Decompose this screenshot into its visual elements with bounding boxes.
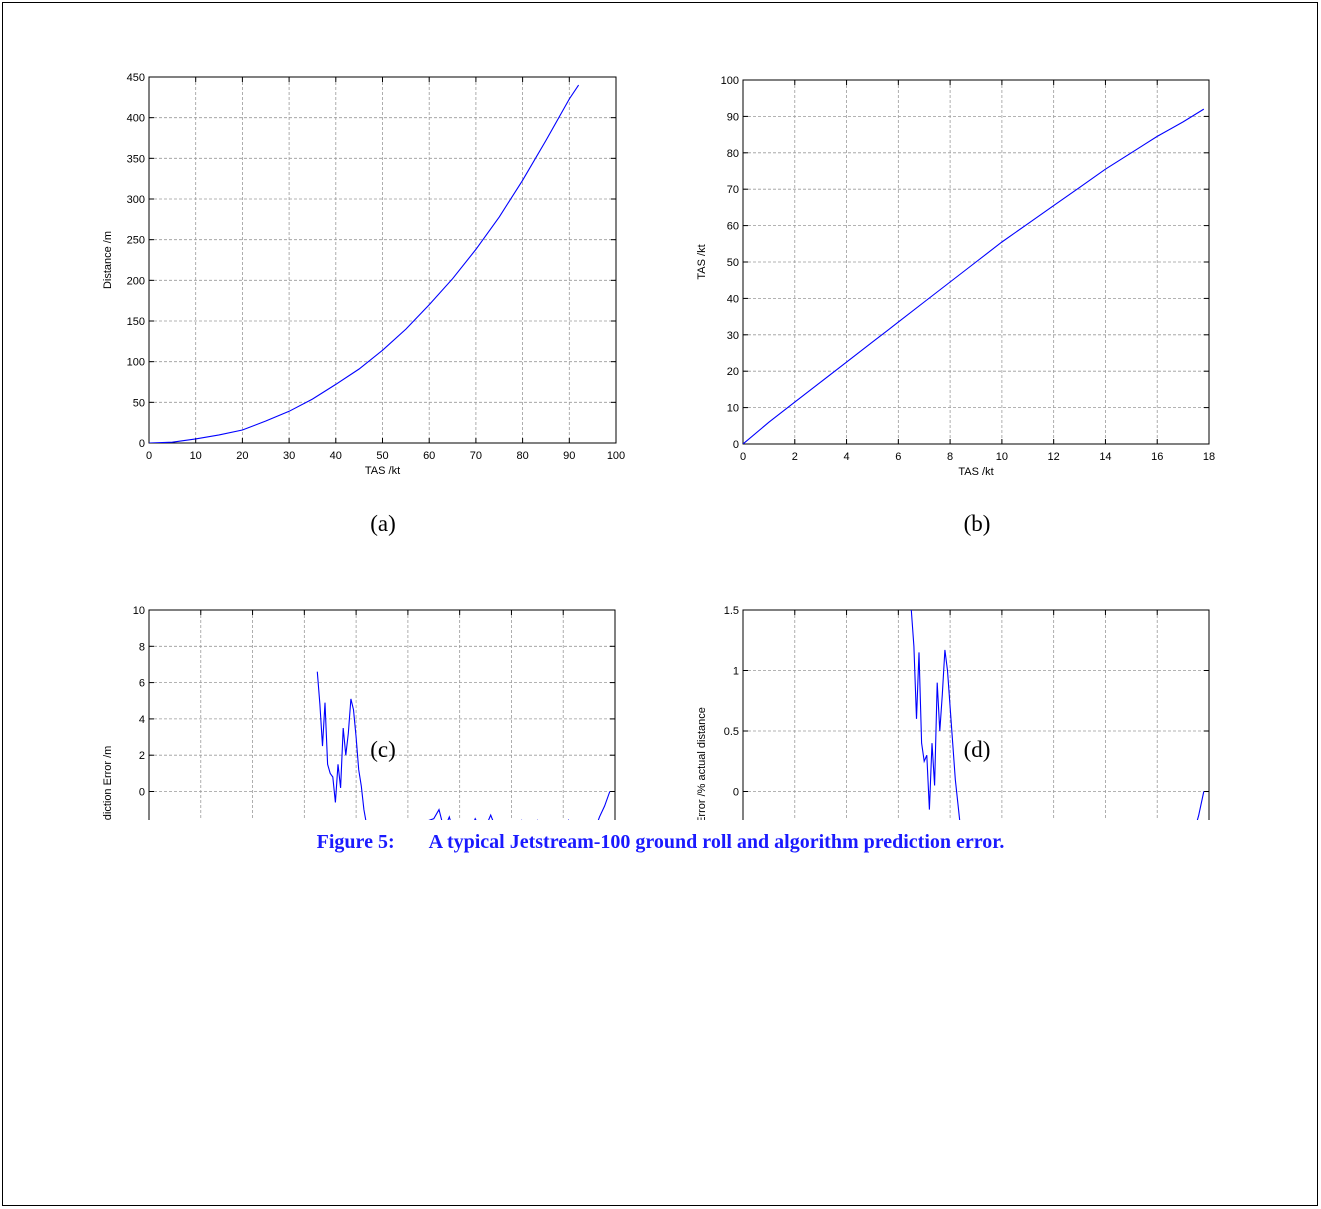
panel-label-d: (d) [963, 737, 991, 762]
y-tick-label-b: 0 [733, 439, 739, 451]
x-tick-label-b: 2 [792, 451, 798, 463]
x-tick-label-b: 10 [996, 451, 1008, 463]
y-tick-label-b: 30 [727, 330, 739, 342]
plot-area-d [742, 609, 1210, 820]
y-axis-label-a: Distance /m [102, 231, 114, 289]
x-tick-label-a: 60 [423, 450, 435, 462]
y-tick-label-b: 10 [727, 403, 739, 415]
y-tick-label-c: 6 [139, 678, 145, 690]
panel-label-a: (a) [370, 511, 396, 536]
y-tick-label-b: 60 [727, 221, 739, 233]
series-line-b [743, 108, 1205, 444]
y-tick-label-a: 400 [127, 113, 145, 125]
y-tick-label-d: 1 [733, 666, 739, 678]
series-line-c [316, 671, 611, 820]
x-tick-label-a: 0 [146, 450, 152, 462]
y-tick-label-d: 0.5 [724, 726, 739, 738]
caption-number: Figure 5: [316, 831, 395, 853]
y-tick-label-b: 50 [727, 257, 739, 269]
y-tick-label-a: 350 [127, 153, 145, 165]
y-tick-label-c: 8 [139, 641, 145, 653]
y-tick-label-b: 70 [727, 184, 739, 196]
plot-area-c [148, 609, 616, 820]
series-line-d [910, 610, 1205, 820]
x-tick-label-a: 100 [607, 450, 625, 462]
x-tick-label-b: 18 [1203, 451, 1215, 463]
x-axis-label-a: TAS /kt [365, 465, 400, 477]
x-tick-label-b: 6 [895, 451, 901, 463]
figure-plots: 0 10 20 30 40 50 60 70 80 90 100050100150200250300… [102, 72, 1215, 820]
x-tick-label-a: 50 [376, 450, 388, 462]
y-tick-label-c: 0 [139, 787, 145, 799]
y-tick-label-a: 100 [127, 357, 145, 369]
y-tick-label-a: 200 [127, 275, 145, 287]
y-tick-label-a: 0 [139, 438, 145, 450]
y-tick-label-c: 10 [133, 605, 145, 617]
y-tick-label-d: 1.5 [724, 605, 739, 617]
y-tick-label-a: 250 [127, 235, 145, 247]
x-tick-label-a: 10 [190, 450, 202, 462]
y-tick-label-b: 80 [727, 148, 739, 160]
x-tick-label-b: 8 [947, 451, 953, 463]
figure-caption: Figure 5: A typical Jetstream-100 ground … [0, 831, 1321, 854]
x-tick-label-b: 14 [1099, 451, 1111, 463]
panel-label-b: (b) [963, 511, 991, 536]
panel-label-c: (c) [370, 737, 396, 762]
y-tick-label-a: 150 [127, 316, 145, 328]
x-tick-label-a: 20 [236, 450, 248, 462]
y-tick-label-b: 90 [727, 111, 739, 123]
x-tick-label-a: 40 [330, 450, 342, 462]
series-line-a [149, 84, 580, 443]
x-tick-label-a: 70 [470, 450, 482, 462]
y-tick-label-d: 0 [733, 787, 739, 799]
y-tick-label-b: 40 [727, 293, 739, 305]
caption-text: A typical Jetstream-100 ground roll and … [428, 831, 1005, 853]
x-tick-label-b: 4 [843, 451, 849, 463]
y-tick-label-b: 20 [727, 366, 739, 378]
x-tick-label-b: 12 [1048, 451, 1060, 463]
y-tick-label-c: 2 [139, 750, 145, 762]
x-tick-label-b: 0 [740, 451, 746, 463]
y-axis-label-b: TAS /kt [696, 244, 708, 279]
y-tick-label-a: 300 [127, 194, 145, 206]
x-tick-label-a: 90 [563, 450, 575, 462]
x-tick-label-a: 30 [283, 450, 295, 462]
x-tick-label-a: 80 [516, 450, 528, 462]
y-axis-label-c: Prediction Error /m [102, 746, 114, 820]
y-tick-label-a: 50 [133, 397, 145, 409]
y-axis-label-d: Prediction Error /% actual distance [696, 707, 708, 820]
x-tick-label-b: 16 [1151, 451, 1163, 463]
y-tick-label-b: 100 [721, 75, 739, 87]
y-tick-label-a: 450 [127, 72, 145, 84]
y-tick-label-c: 4 [139, 714, 145, 726]
x-axis-label-b: TAS /kt [958, 466, 993, 478]
